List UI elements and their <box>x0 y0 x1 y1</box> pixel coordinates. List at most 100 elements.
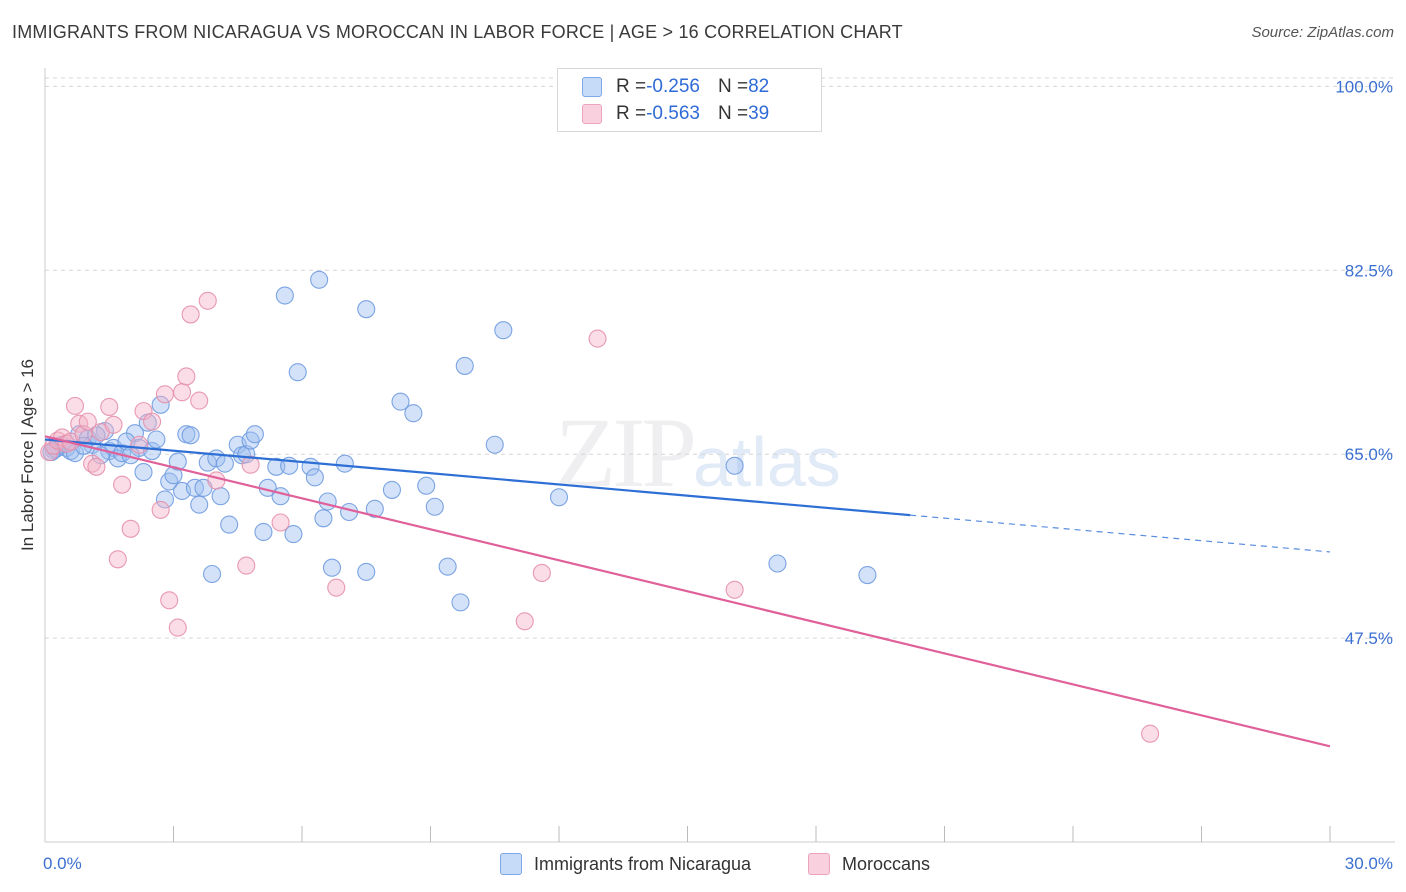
point-nicaragua <box>215 454 234 473</box>
point-nicaragua <box>391 392 410 411</box>
legend-r-label: R = <box>616 76 647 97</box>
point-nicaragua <box>438 557 457 576</box>
point-moroccans <box>168 618 187 637</box>
trend-extension-nicaragua <box>910 514 1331 553</box>
point-nicaragua <box>425 497 444 516</box>
x-tick-label: 0.0% <box>43 854 82 873</box>
point-nicaragua <box>168 452 187 471</box>
point-moroccans <box>108 550 127 569</box>
bottom-legend-swatch-nicaragua <box>500 853 522 875</box>
point-nicaragua <box>858 566 877 585</box>
point-nicaragua <box>451 593 470 612</box>
legend-swatch-moroccans <box>582 104 602 124</box>
point-nicaragua <box>134 463 153 482</box>
point-moroccans <box>207 471 226 490</box>
bottom-legend-label-moroccans: Moroccans <box>842 853 931 874</box>
legend-r-value: -0.256 <box>646 76 700 97</box>
bottom-legend-label-nicaragua: Immigrants from Nicaragua <box>534 853 752 874</box>
point-moroccans <box>155 385 174 404</box>
x-tick-label: 30.0% <box>1345 854 1393 873</box>
point-nicaragua <box>322 558 342 577</box>
point-nicaragua <box>288 363 307 382</box>
point-moroccans <box>160 591 179 610</box>
legend-n-label: N = <box>717 103 749 124</box>
point-moroccans <box>113 475 132 494</box>
point-moroccans <box>198 291 217 310</box>
point-moroccans <box>241 455 260 474</box>
point-moroccans <box>515 612 534 631</box>
source-label: Source: ZipAtlas.com <box>1251 24 1394 41</box>
point-moroccans <box>65 396 85 415</box>
point-moroccans <box>181 305 200 324</box>
point-moroccans <box>121 519 140 538</box>
point-nicaragua <box>275 286 294 305</box>
bottom-legend-moroccans: Moroccans <box>808 852 930 876</box>
point-moroccans <box>1141 724 1160 743</box>
point-nicaragua <box>181 426 200 445</box>
y-tick-label: 65.0% <box>1345 445 1393 464</box>
point-nicaragua <box>494 321 513 340</box>
chart-title: IMMIGRANTS FROM NICARAGUA VS MOROCCAN IN… <box>12 22 903 42</box>
legend-row-nicaragua: R = -0.256 N = 82 <box>582 75 769 99</box>
point-moroccans <box>100 397 119 416</box>
point-moroccans <box>237 556 256 575</box>
legend-n-label: N = <box>717 76 749 97</box>
point-moroccans <box>104 415 123 434</box>
point-moroccans <box>143 412 162 431</box>
legend-r-value: -0.563 <box>646 103 700 124</box>
point-nicaragua <box>211 487 230 506</box>
bottom-legend-swatch-moroccans <box>808 853 830 875</box>
point-nicaragua <box>365 499 384 518</box>
point-nicaragua <box>455 356 474 375</box>
legend-swatch-nicaragua <box>582 77 602 97</box>
trend-line-nicaragua <box>44 438 911 517</box>
point-moroccans <box>177 367 196 386</box>
bottom-legend-nicaragua: Immigrants from Nicaragua <box>500 852 751 876</box>
point-moroccans <box>130 435 149 454</box>
point-nicaragua <box>271 487 290 506</box>
point-nicaragua <box>203 564 222 584</box>
y-tick-label: 100.0% <box>1335 77 1393 96</box>
legend-r-label: R = <box>616 103 647 124</box>
point-nicaragua <box>284 525 303 544</box>
point-moroccans <box>588 329 607 348</box>
point-nicaragua <box>357 300 376 319</box>
point-nicaragua <box>305 468 324 487</box>
point-nicaragua <box>147 430 166 449</box>
point-nicaragua <box>190 495 209 514</box>
point-moroccans <box>173 383 192 402</box>
point-nicaragua <box>254 522 273 542</box>
watermark-atlas: atlas <box>693 423 841 501</box>
legend: R = -0.256 N = 82 R = -0.563 N = 39 <box>557 68 822 132</box>
point-nicaragua <box>267 457 286 476</box>
y-tick-label: 82.5% <box>1345 261 1393 280</box>
point-nicaragua <box>245 425 264 444</box>
point-moroccans <box>151 500 170 519</box>
point-nicaragua <box>335 454 354 473</box>
point-nicaragua <box>310 270 329 289</box>
point-moroccans <box>532 563 551 582</box>
legend-n-value: 82 <box>748 76 770 97</box>
y-tick-label: 47.5% <box>1345 629 1393 648</box>
point-moroccans <box>271 513 290 532</box>
point-moroccans <box>87 457 106 476</box>
point-nicaragua <box>382 480 402 499</box>
point-nicaragua <box>768 554 787 573</box>
point-nicaragua <box>155 490 174 509</box>
legend-row-moroccans: R = -0.563 N = 39 <box>582 102 769 126</box>
legend-n-value: 39 <box>748 103 770 124</box>
trend-line-moroccans <box>44 435 1331 748</box>
point-nicaragua <box>318 492 337 511</box>
point-nicaragua <box>417 476 436 495</box>
point-nicaragua <box>485 435 504 454</box>
point-nicaragua <box>725 456 744 475</box>
point-nicaragua <box>404 404 423 423</box>
point-nicaragua <box>357 562 376 581</box>
point-nicaragua <box>314 509 333 528</box>
point-moroccans <box>190 391 209 410</box>
point-moroccans <box>78 412 97 431</box>
point-nicaragua <box>220 515 239 534</box>
point-nicaragua <box>151 395 170 414</box>
point-moroccans <box>327 578 346 597</box>
